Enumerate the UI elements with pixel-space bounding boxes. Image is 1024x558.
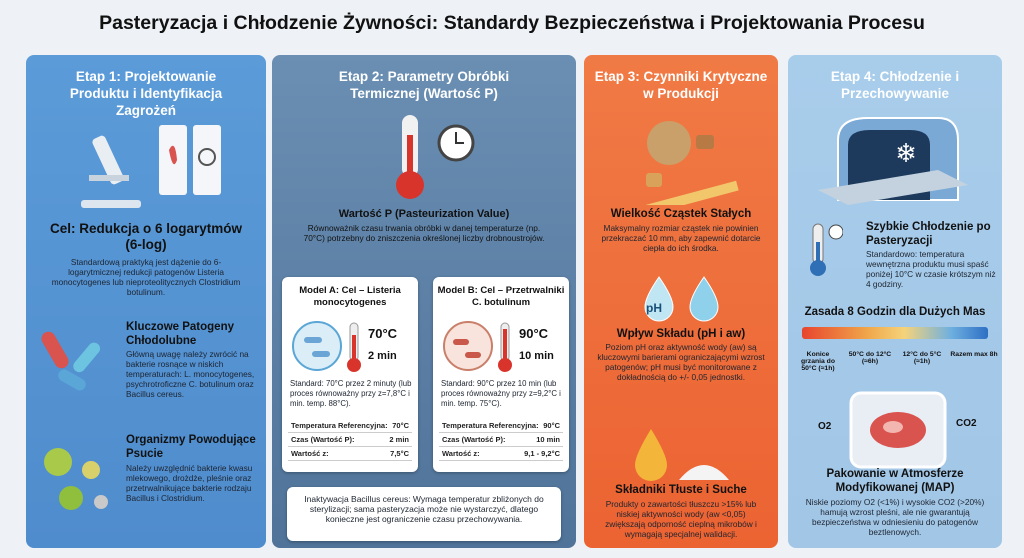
fat-text: Produkty o zawartości tłuszczu >15% lub … — [605, 499, 757, 539]
table-value: 70°C — [392, 421, 409, 430]
table-row: Wartość z: 9,1 - 9,2°C — [439, 447, 563, 461]
stage-3-panel: Etap 3: Czynniki Krytyczne w Produkcji W… — [584, 55, 778, 548]
cooling-tunnel-icon: ❄ — [818, 117, 968, 205]
cooling-text: Standardowo: temperatura wewnętrzna prod… — [866, 249, 996, 289]
gas-label: CO2 — [956, 418, 977, 429]
fat-powder-icon — [635, 429, 729, 481]
pathogens-text: Główną uwagę należy zwrócić na bakterie … — [126, 349, 255, 399]
model-table: Temperatura Referencyjna: 90°C Czas (Warto… — [439, 419, 563, 461]
page-title: Pasteryzacja i Chłodzenie Żywności: Stan… — [99, 12, 925, 34]
stage-4-panel: Etap 4: Chłodzenie i Przechowywanie ❄ Sz… — [788, 55, 1002, 548]
mold-icon — [44, 448, 108, 510]
table-row: Wartość z: 7,5°C — [288, 447, 412, 461]
goal-text: Standardową praktyką jest dążenie do 6-l… — [51, 257, 241, 297]
table-row: Czas (Wartość P): 10 min — [439, 433, 563, 447]
goal-heading: Cel: Redukcja o 6 logarytmów (6-log) — [49, 221, 243, 252]
model-time: 10 min — [519, 350, 554, 362]
gas-label: O2 — [818, 421, 832, 432]
table-label: Czas (Wartość P): — [291, 435, 355, 444]
cooling-heading: Szybkie Chłodzenie po Pasteryzacji — [866, 221, 991, 247]
stage-title: Etap 1: Projektowanie Produktu i Identyf… — [69, 69, 223, 118]
timeline-label: 12°C do 5°C (≈1h) — [902, 351, 942, 365]
table-label: Czas (Wartość P): — [442, 435, 506, 444]
table-label: Temperatura Referencyjna: — [442, 421, 539, 430]
timeline-label: Konice grzania do 50°C (≈1h) — [801, 351, 835, 372]
model-temp: 70°C — [368, 326, 398, 341]
microscope-icon — [81, 125, 221, 208]
stage-title: Etap 2: Parametry Obróbki Termicznej (Wa… — [338, 69, 510, 101]
note-card: Inaktywacja Bacillus cereus: Wymaga temp… — [287, 487, 561, 541]
model-title: Model A: Cel – Listeria monocytogenes — [299, 285, 401, 308]
model-title: Model B: Cel – Przetrwalniki C. botulinu… — [437, 285, 565, 308]
table-value: 9,1 - 9,2°C — [524, 449, 560, 458]
timeline-label: Razem max 8h — [950, 351, 998, 358]
thermometer-clock-icon — [396, 115, 475, 199]
thermometer-icon — [347, 322, 361, 372]
map-package-icon — [849, 391, 947, 469]
note-text: Inaktywacja Bacillus cereus: Wymaga temp… — [304, 494, 544, 524]
rule-heading: Zasada 8 Godzin dla Dużych Mas — [804, 306, 986, 318]
model-a-card: Model A: Cel – Listeria monocytogenes 70… — [282, 277, 418, 472]
model-standard: Standard: 90°C przez 10 min (lub proces … — [441, 379, 561, 408]
table-value: 10 min — [536, 435, 560, 444]
cooling-timeline-bar — [802, 327, 988, 339]
table-row: Czas (Wartość P): 2 min — [288, 433, 412, 447]
p-value-heading: Wartość P (Pasteurization Value) — [338, 208, 510, 220]
table-label: Wartość z: — [291, 449, 329, 458]
timeline-label: 50°C do 12°C (≈6h) — [848, 351, 892, 365]
model-table: Temperatura Referencyjna: 70°C Czas (Warto… — [288, 419, 412, 461]
timeline-labels: Konice grzania do 50°C (≈1h) 50°C do 12°C… — [794, 351, 998, 372]
bacteria-dish-icon — [292, 321, 342, 371]
p-value-text: Równoważnik czasu trwania obróbki w dane… — [303, 223, 545, 243]
table-label: Temperatura Referencyjna: — [291, 421, 388, 430]
table-value: 90°C — [543, 421, 560, 430]
map-heading: Pakowanie w Atmosferze Modyfikowanej (MA… — [826, 468, 964, 494]
spoilage-heading: Organizmy Powodujące Psucie — [126, 434, 256, 460]
particles-icon — [644, 121, 739, 205]
particles-text: Maksymalny rozmiar cząstek nie powinien … — [601, 223, 761, 253]
table-value: 2 min — [389, 435, 409, 444]
model-time: 2 min — [368, 350, 397, 362]
spoilage-text: Należy uwzględnić bakterie kwasu mlekowe… — [126, 463, 253, 503]
pathogens-heading: Kluczowe Patogeny Chłodolubne — [126, 321, 234, 347]
spores-dish-icon — [443, 321, 493, 371]
stage-title: Etap 3: Czynniki Krytyczne w Produkcji — [594, 69, 768, 101]
stage-2-panel: Etap 2: Parametry Obróbki Termicznej (Wa… — [272, 55, 576, 548]
ph-label: pH — [646, 301, 662, 315]
thermometer-icon — [498, 322, 512, 372]
model-b-card: Model B: Cel – Przetrwalniki C. botulinu… — [433, 277, 569, 472]
composition-text: Poziom pH oraz aktywność wody (aw) są kl… — [597, 342, 765, 382]
stage-title: Etap 4: Chłodzenie i Przechowywanie — [830, 69, 960, 101]
table-row: Temperatura Referencyjna: 70°C — [288, 419, 412, 433]
model-temp: 90°C — [519, 326, 549, 341]
ph-water-icon — [644, 276, 719, 322]
table-row: Temperatura Referencyjna: 90°C — [439, 419, 563, 433]
stage-1-panel: Etap 1: Projektowanie Produktu i Identyf… — [26, 55, 266, 548]
svg-text:❄: ❄ — [895, 138, 917, 168]
map-text: Niskie poziomy O2 (<1%) i wysokie CO2 (>… — [805, 497, 985, 537]
fat-heading: Składniki Tłuste i Suche — [615, 484, 747, 496]
table-value: 7,5°C — [390, 449, 409, 458]
model-standard: Standard: 70°C przez 2 minuty (lub proce… — [290, 379, 412, 408]
composition-heading: Wpływ Składu (pH i aw) — [616, 328, 746, 340]
table-label: Wartość z: — [442, 449, 480, 458]
bacteria-icon — [41, 331, 101, 391]
particles-heading: Wielkość Cząstek Stałych — [610, 208, 752, 220]
thermometer-icon — [810, 223, 843, 276]
